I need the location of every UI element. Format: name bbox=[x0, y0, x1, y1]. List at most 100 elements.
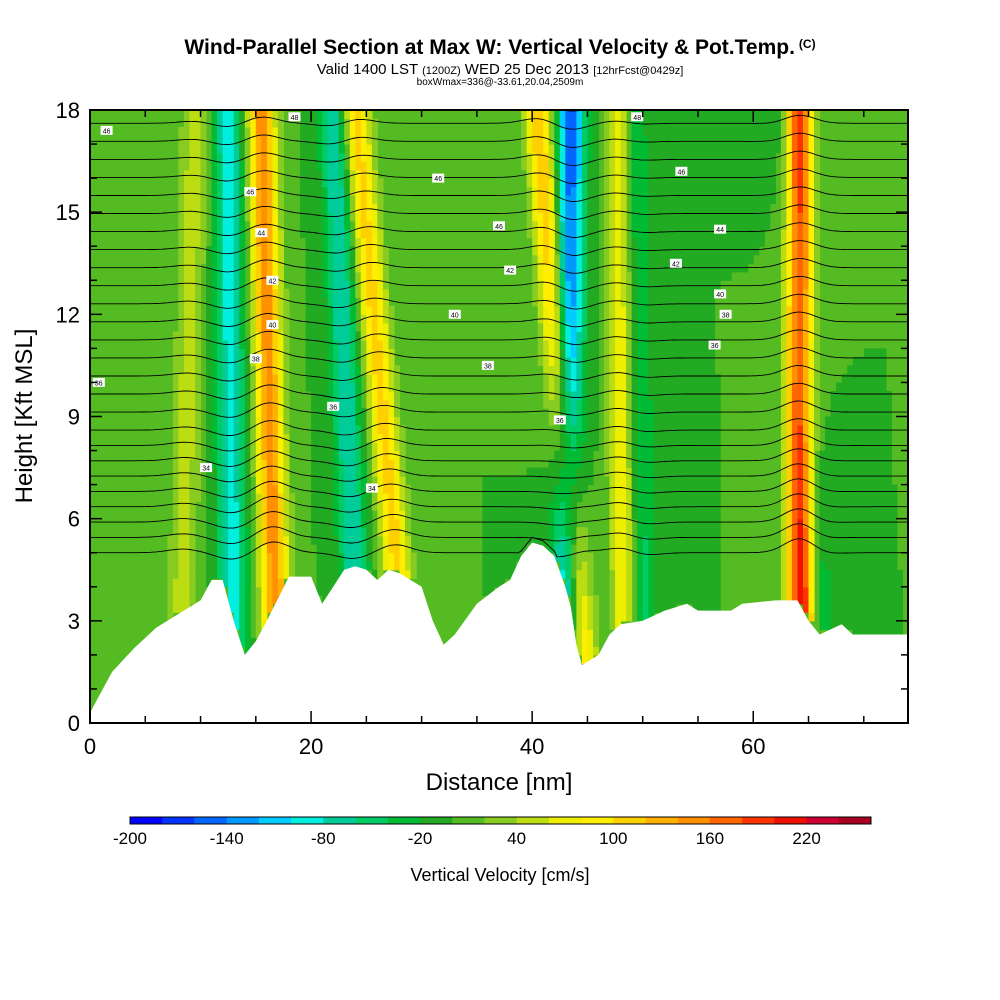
velocity-cell bbox=[211, 484, 218, 494]
velocity-cell bbox=[239, 603, 246, 613]
velocity-cell bbox=[327, 442, 334, 452]
velocity-cell bbox=[731, 144, 738, 154]
velocity-cell bbox=[664, 459, 671, 469]
velocity-cell bbox=[388, 467, 395, 477]
velocity-cell bbox=[239, 305, 246, 315]
velocity-cell bbox=[316, 459, 323, 469]
velocity-cell bbox=[814, 152, 821, 162]
velocity-cell bbox=[570, 271, 577, 281]
velocity-cell bbox=[559, 152, 566, 162]
velocity-cell bbox=[731, 246, 738, 256]
velocity-cell bbox=[604, 229, 611, 239]
velocity-cell bbox=[692, 271, 699, 281]
velocity-cell bbox=[814, 144, 821, 154]
velocity-cell bbox=[670, 246, 677, 256]
velocity-cell bbox=[338, 391, 345, 401]
velocity-cell bbox=[863, 416, 870, 426]
velocity-cell bbox=[388, 433, 395, 443]
velocity-cell bbox=[631, 144, 638, 154]
velocity-cell bbox=[255, 408, 262, 418]
velocity-cell bbox=[570, 144, 577, 154]
velocity-cell bbox=[581, 391, 588, 401]
velocity-cell bbox=[394, 365, 401, 375]
velocity-cell bbox=[178, 399, 185, 409]
velocity-cell bbox=[731, 135, 738, 145]
velocity-cell bbox=[178, 493, 185, 503]
velocity-cell bbox=[217, 433, 224, 443]
velocity-cell bbox=[195, 382, 202, 392]
velocity-cell bbox=[255, 569, 262, 579]
velocity-cell bbox=[830, 476, 837, 486]
velocity-cell bbox=[487, 527, 494, 537]
velocity-cell bbox=[548, 331, 555, 341]
velocity-cell bbox=[670, 280, 677, 290]
velocity-cell bbox=[559, 476, 566, 486]
velocity-cell bbox=[228, 561, 235, 571]
velocity-cell bbox=[653, 408, 660, 418]
velocity-cell bbox=[565, 203, 572, 213]
velocity-cell bbox=[377, 552, 384, 562]
velocity-cell bbox=[504, 476, 511, 486]
velocity-cell bbox=[836, 484, 843, 494]
velocity-cell bbox=[377, 263, 384, 273]
velocity-cell bbox=[394, 459, 401, 469]
velocity-cell bbox=[239, 110, 246, 120]
velocity-cell bbox=[576, 620, 583, 630]
velocity-cell bbox=[615, 425, 622, 435]
velocity-cell bbox=[172, 331, 179, 341]
velocity-cell bbox=[581, 322, 588, 332]
velocity-cell bbox=[499, 476, 506, 486]
velocity-cell bbox=[736, 169, 743, 179]
velocity-cell bbox=[266, 493, 273, 503]
velocity-cell bbox=[863, 603, 870, 613]
velocity-cell bbox=[322, 169, 329, 179]
velocity-cell bbox=[709, 518, 716, 528]
velocity-cell bbox=[565, 501, 572, 511]
contour-label-text: 46 bbox=[678, 169, 686, 176]
velocity-cell bbox=[559, 442, 566, 452]
velocity-cell bbox=[863, 612, 870, 622]
velocity-cell bbox=[316, 467, 323, 477]
velocity-cell bbox=[686, 161, 693, 171]
velocity-cell bbox=[366, 220, 373, 230]
velocity-cell bbox=[642, 254, 649, 264]
velocity-cell bbox=[322, 118, 329, 128]
velocity-cell bbox=[228, 195, 235, 205]
velocity-cell bbox=[576, 331, 583, 341]
velocity-cell bbox=[803, 135, 810, 145]
velocity-cell bbox=[244, 365, 251, 375]
velocity-cell bbox=[692, 459, 699, 469]
velocity-cell bbox=[714, 535, 721, 545]
velocity-cell bbox=[637, 178, 644, 188]
velocity-cell bbox=[808, 161, 815, 171]
velocity-cell bbox=[797, 569, 804, 579]
velocity-cell bbox=[786, 254, 793, 264]
velocity-cell bbox=[327, 450, 334, 460]
velocity-cell bbox=[814, 322, 821, 332]
velocity-cell bbox=[587, 595, 594, 605]
velocity-cell bbox=[648, 493, 655, 503]
velocity-cell bbox=[637, 288, 644, 298]
velocity-cell bbox=[217, 408, 224, 418]
velocity-cell bbox=[283, 314, 290, 324]
velocity-cell bbox=[559, 408, 566, 418]
velocity-cell bbox=[896, 629, 903, 639]
contour-label-bg bbox=[714, 289, 727, 299]
velocity-cell bbox=[626, 297, 633, 307]
velocity-cell bbox=[659, 433, 666, 443]
velocity-cell bbox=[344, 365, 351, 375]
velocity-cell bbox=[344, 518, 351, 528]
velocity-cell bbox=[217, 263, 224, 273]
velocity-cell bbox=[344, 271, 351, 281]
velocity-cell bbox=[338, 450, 345, 460]
velocity-cell bbox=[277, 305, 284, 315]
velocity-cell bbox=[255, 535, 262, 545]
velocity-cell bbox=[548, 280, 555, 290]
velocity-cell bbox=[587, 135, 594, 145]
velocity-cell bbox=[852, 356, 859, 366]
velocity-cell bbox=[637, 510, 644, 520]
velocity-cell bbox=[836, 510, 843, 520]
velocity-cell bbox=[819, 484, 826, 494]
velocity-cell bbox=[675, 271, 682, 281]
velocity-cell bbox=[825, 467, 832, 477]
